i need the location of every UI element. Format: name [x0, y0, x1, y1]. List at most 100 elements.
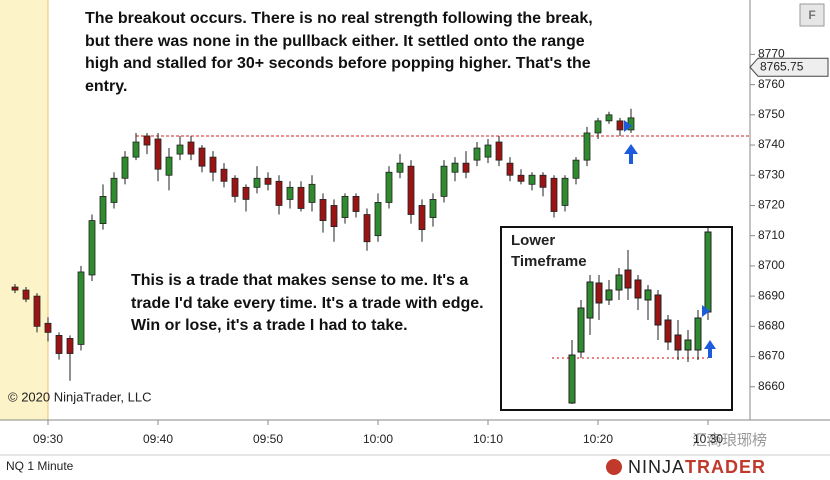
- candle-body: [77, 271, 85, 345]
- y-tick-label: 8750: [758, 107, 785, 121]
- candle-body: [154, 138, 162, 170]
- candle-body: [429, 199, 437, 218]
- inset-title-line: Lower: [511, 232, 555, 249]
- candle-body: [297, 186, 305, 209]
- candle-body: [616, 120, 624, 131]
- candle-body: [264, 177, 272, 185]
- x-tick-label: 10:00: [363, 432, 393, 446]
- candle-body: [506, 162, 514, 176]
- candle-body: [11, 286, 19, 291]
- y-tick-label: 8690: [758, 288, 785, 302]
- candle-body: [528, 174, 536, 185]
- candle-body: [143, 135, 151, 146]
- inset-arrow: [704, 340, 716, 358]
- watermark: 汇商琅琊榜: [692, 432, 767, 449]
- x-tick-label: 10:30: [693, 432, 723, 446]
- inset-title: Lower Timeframe: [511, 232, 587, 270]
- annotation: The breakout occurs. There is no real st…: [85, 10, 593, 95]
- candle-body: [286, 186, 294, 200]
- panel-button-label[interactable]: F: [808, 8, 815, 22]
- candle-body: [44, 322, 52, 333]
- candle-body: [550, 177, 558, 212]
- candle-body: [341, 196, 349, 218]
- y-tick-label: 8770: [758, 47, 785, 61]
- candle-body: [319, 199, 327, 221]
- candle-body: [418, 205, 426, 231]
- candle-body: [99, 196, 107, 224]
- x-tick-label: 10:20: [583, 432, 613, 446]
- candle-body: [187, 141, 195, 155]
- candle-body: [594, 120, 602, 134]
- candle-body: [363, 214, 371, 243]
- candle-body: [572, 159, 580, 179]
- y-tick-label: 8760: [758, 77, 785, 91]
- inset-entry-marker: [702, 305, 710, 317]
- entry-marker: [624, 120, 632, 132]
- entry-arrow: [624, 144, 638, 164]
- candle-body: [33, 295, 41, 327]
- candle-body: [88, 220, 96, 276]
- x-tick-label: 10:10: [473, 432, 503, 446]
- candle-body: [385, 171, 393, 203]
- y-tick-label: 8700: [758, 258, 785, 272]
- candle-body: [583, 132, 591, 161]
- candle-body: [209, 156, 217, 173]
- candle-body: [495, 141, 503, 161]
- last-price-label: 8765.75: [760, 59, 804, 73]
- candle-body: [242, 186, 250, 200]
- y-tick-label: 8720: [758, 198, 785, 212]
- candle-body: [462, 162, 470, 173]
- candle-body: [451, 162, 459, 173]
- y-tick-label: 8660: [758, 379, 785, 393]
- inset-candles: [568, 228, 712, 404]
- candle-body: [330, 205, 338, 228]
- candle-body: [407, 165, 415, 215]
- candle-body: [55, 334, 63, 354]
- x-tick-label: 09:50: [253, 432, 283, 446]
- candle-body: [220, 168, 228, 182]
- candle-body: [176, 144, 184, 155]
- candle-body: [231, 177, 239, 197]
- candle-body: [66, 338, 74, 354]
- candle-body: [110, 177, 118, 203]
- candle-body: [132, 141, 140, 158]
- x-tick-label: 09:30: [33, 432, 63, 446]
- panel-button[interactable]: [799, 3, 825, 27]
- brand-part: NINJA: [628, 457, 685, 477]
- candle-body: [605, 114, 613, 122]
- candle-body: [374, 202, 382, 237]
- last-price-marker: [749, 57, 829, 77]
- annotation: This is a trade that makes sense to me. …: [131, 272, 484, 334]
- candle-body: [440, 165, 448, 197]
- candle-body: [352, 196, 360, 212]
- candle-body: [308, 183, 316, 203]
- candle-body: [198, 147, 206, 167]
- candle-body: [275, 180, 283, 206]
- candle-body: [473, 147, 481, 161]
- brand-part: TRADER: [685, 457, 766, 477]
- brand-icon: [606, 459, 622, 475]
- copyright: © 2020 NinjaTrader, LLC: [8, 389, 152, 404]
- y-tick-label: 8740: [758, 137, 785, 151]
- y-tick-label: 8680: [758, 319, 785, 333]
- inset-title-line: Timeframe: [511, 253, 587, 270]
- inset-box: [500, 226, 733, 411]
- y-tick-label: 8670: [758, 349, 785, 363]
- pre-session-band: [0, 0, 48, 420]
- candle-body: [253, 177, 261, 188]
- candle-body: [165, 156, 173, 176]
- instrument-label: NQ 1 Minute: [6, 459, 74, 473]
- y-tick-label: 8710: [758, 228, 785, 242]
- brand: NINJATRADER: [628, 457, 766, 477]
- candle-body: [517, 174, 525, 182]
- candle-body: [561, 177, 569, 206]
- candle-body: [396, 162, 404, 173]
- candle-body: [121, 156, 129, 179]
- x-tick-label: 09:40: [143, 432, 173, 446]
- candle-body: [484, 144, 492, 158]
- candle-body: [22, 289, 30, 300]
- y-tick-label: 8730: [758, 167, 785, 181]
- candle-body: [539, 174, 547, 188]
